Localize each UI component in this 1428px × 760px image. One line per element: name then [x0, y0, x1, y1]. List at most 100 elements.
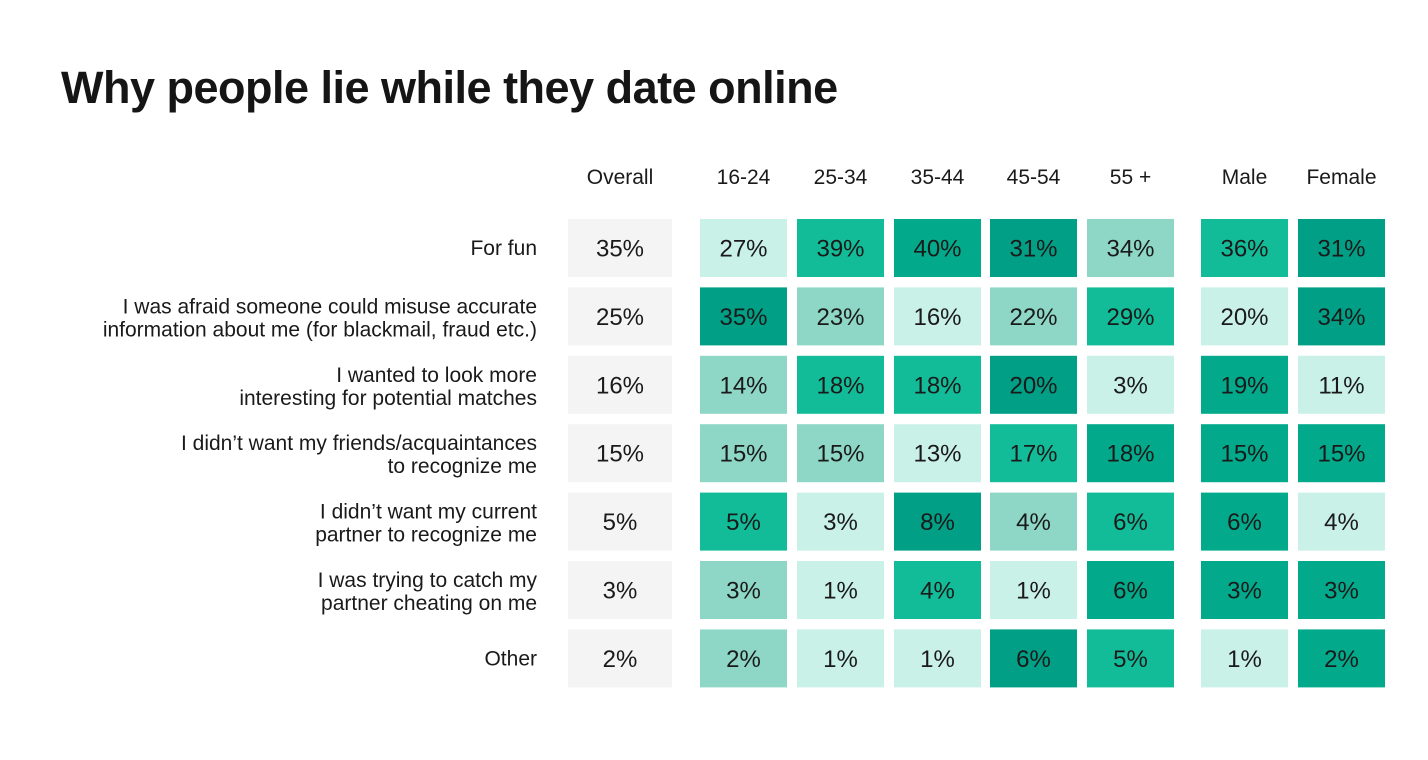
row-label: Other: [484, 647, 537, 670]
cell-value-label: 16%: [596, 372, 644, 399]
column-header-35-44: 35-44: [911, 166, 965, 189]
column-header-overall: Overall: [587, 166, 654, 189]
column-header-25-34: 25-34: [814, 166, 868, 189]
row-label: partner cheating on me: [321, 592, 537, 615]
cell-value-label: 15%: [596, 441, 644, 468]
cell-value-label: 5%: [603, 509, 638, 536]
cell-value-label: 34%: [1317, 304, 1365, 331]
column-header-female: Female: [1306, 166, 1376, 189]
cell-value-label: 5%: [726, 509, 761, 536]
heatmap-cell: [797, 219, 884, 277]
cell-value-label: 3%: [1227, 578, 1262, 605]
column-header-male: Male: [1222, 166, 1268, 189]
heatmap-cell: [894, 219, 981, 277]
heatmap-cell: [1087, 355, 1174, 414]
heatmap-cell: [1087, 424, 1174, 483]
row-label: I didn’t want my current: [320, 501, 537, 524]
cell-value-label: 8%: [920, 509, 955, 536]
cell-value-label: 19%: [1220, 372, 1268, 399]
column-header-45-54: 45-54: [1007, 166, 1061, 189]
row-label: I was afraid someone could misuse accura…: [123, 295, 537, 318]
cell-value-label: 18%: [1106, 441, 1154, 468]
heatmap-cell: [1298, 561, 1385, 619]
cell-value-label: 6%: [1016, 646, 1051, 673]
cell-value-label: 22%: [1009, 304, 1057, 331]
heatmap-cell: [1298, 219, 1385, 277]
heatmap-cell: [1201, 287, 1288, 346]
cell-value-label: 18%: [913, 372, 961, 399]
row-label: to recognize me: [388, 455, 537, 478]
heatmap-cell: [568, 424, 672, 483]
heatmap-cell: [700, 287, 787, 346]
cell-value-label: 4%: [1016, 509, 1051, 536]
cell-value-label: 11%: [1318, 372, 1364, 399]
column-header-16-24: 16-24: [717, 166, 771, 189]
heatmap-cell: [797, 355, 884, 414]
heatmap-cell: [1087, 492, 1174, 551]
heatmap-cell: [1201, 355, 1288, 414]
heatmap-cell: [894, 424, 981, 483]
heatmap-cell: [990, 492, 1077, 551]
heatmap-cell: [568, 219, 672, 277]
heatmap-cell: [700, 561, 787, 619]
heatmap-cell: [568, 561, 672, 619]
heatmap-cell: [700, 492, 787, 551]
cell-value-label: 31%: [1317, 236, 1365, 263]
cell-value-label: 13%: [913, 441, 961, 468]
heatmap-cell: [700, 629, 787, 688]
cell-value-label: 25%: [596, 304, 644, 331]
heatmap-cell: [894, 561, 981, 619]
heatmap-cell: [797, 561, 884, 619]
row-label: information about me (for blackmail, fra…: [103, 318, 537, 341]
cell-value-label: 1%: [1227, 646, 1262, 673]
cell-value-label: 1%: [823, 646, 858, 673]
cell-value-label: 3%: [726, 578, 761, 605]
heatmap-cell: [1201, 424, 1288, 483]
heatmap-cell: [797, 492, 884, 551]
heatmap-cell: [894, 492, 981, 551]
heatmap-cell: [1201, 561, 1288, 619]
row-label: interesting for potential matches: [239, 387, 537, 410]
heatmap-cell: [700, 424, 787, 483]
heatmap-cell: [1298, 287, 1385, 346]
column-header-55: 55 +: [1110, 166, 1151, 189]
cell-value-label: 14%: [719, 372, 767, 399]
heatmap-cell: [990, 219, 1077, 277]
heatmap-cell: [1201, 219, 1288, 277]
cell-value-label: 31%: [1009, 236, 1057, 263]
heatmap-cell: [1087, 219, 1174, 277]
cell-value-label: 6%: [1113, 578, 1148, 605]
cell-value-label: 1%: [823, 578, 858, 605]
heatmap-cell: [700, 219, 787, 277]
cell-value-label: 3%: [823, 509, 858, 536]
cell-value-label: 36%: [1220, 236, 1268, 263]
cell-value-label: 15%: [719, 441, 767, 468]
heatmap-cell: [568, 287, 672, 346]
cell-value-label: 4%: [920, 578, 955, 605]
heatmap-cell: [568, 492, 672, 551]
cell-value-label: 34%: [1106, 236, 1154, 263]
cell-value-label: 27%: [719, 236, 767, 263]
heatmap-cell: [568, 629, 672, 688]
cell-value-label: 1%: [1016, 578, 1051, 605]
cell-value-label: 15%: [816, 441, 864, 468]
heatmap-cell: [568, 355, 672, 414]
cell-value-label: 5%: [1113, 646, 1148, 673]
heatmap-cell: [894, 629, 981, 688]
row-label: I wanted to look more: [336, 364, 537, 387]
heatmap-cell: [700, 355, 787, 414]
cell-value-label: 20%: [1220, 304, 1268, 331]
cell-value-label: 15%: [1317, 441, 1365, 468]
heatmap-cell: [797, 424, 884, 483]
cell-value-label: 23%: [816, 304, 864, 331]
cell-value-label: 2%: [1324, 646, 1359, 673]
cell-value-label: 3%: [1113, 372, 1148, 399]
cell-value-label: 6%: [1113, 509, 1148, 536]
heatmap-cell: [1087, 629, 1174, 688]
cell-value-label: 39%: [816, 236, 864, 263]
heatmap-cell: [797, 287, 884, 346]
cell-value-label: 18%: [816, 372, 864, 399]
cell-value-label: 35%: [596, 236, 644, 263]
heatmap-cell: [1298, 492, 1385, 551]
